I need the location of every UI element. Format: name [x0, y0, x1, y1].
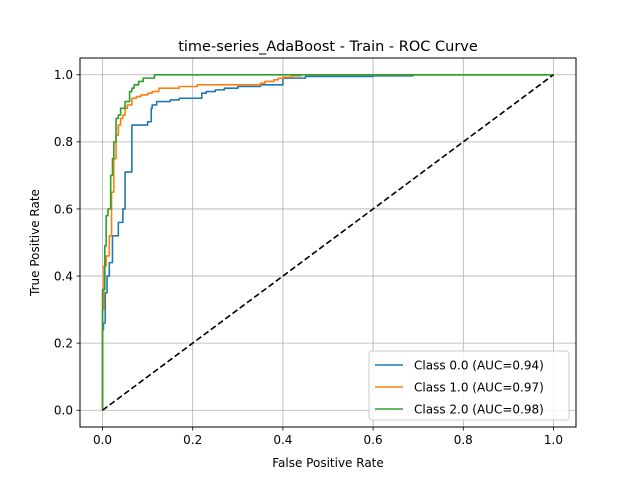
legend-items: Class 0.0 (AUC=0.94) Class 1.0 (AUC=0.97)…: [375, 358, 544, 416]
y-tick-label: 0.0: [54, 404, 73, 418]
y-tick-label: 1.0: [54, 68, 73, 82]
y-axis-label: True Positive Rate: [28, 189, 42, 297]
grid: [80, 58, 576, 427]
x-tick-label: 0.6: [364, 433, 383, 447]
y-tick-label: 0.4: [54, 269, 73, 283]
legend-label: Class 0.0 (AUC=0.94): [414, 358, 544, 372]
x-tick-label: 0.2: [183, 433, 202, 447]
legend-label: Class 1.0 (AUC=0.97): [414, 380, 544, 394]
chance-diagonal-line: [102, 74, 554, 411]
series-line-class-2: [101, 73, 554, 411]
legend-label: Class 2.0 (AUC=0.98): [414, 402, 544, 416]
x-axis-label: False Positive Rate: [272, 456, 384, 470]
series-line-class-0: [101, 74, 414, 411]
legend: Class 0.0 (AUC=0.94) Class 1.0 (AUC=0.97)…: [368, 350, 570, 421]
x-tick-label: 1.0: [544, 433, 563, 447]
axis-ticks: 0.0 0.2 0.4 0.6 0.8 1.0 0.0 0.2 0.4 0.6 0.8 1.0: [54, 68, 563, 447]
series-line-class-1: [101, 73, 554, 411]
x-tick-label: 0.0: [93, 433, 112, 447]
series-lines: [101, 73, 554, 411]
plot-area: [101, 73, 554, 411]
axes-frame: [79, 57, 577, 428]
x-tick-label: 0.4: [273, 433, 292, 447]
y-tick-label: 0.6: [54, 202, 73, 216]
legend-box: [368, 350, 570, 421]
chart-title: time-series_AdaBoost - Train - ROC Curve: [178, 39, 478, 55]
y-tick-label: 0.2: [54, 336, 73, 350]
x-tick-label: 0.8: [454, 433, 473, 447]
y-tick-label: 0.8: [54, 135, 73, 149]
